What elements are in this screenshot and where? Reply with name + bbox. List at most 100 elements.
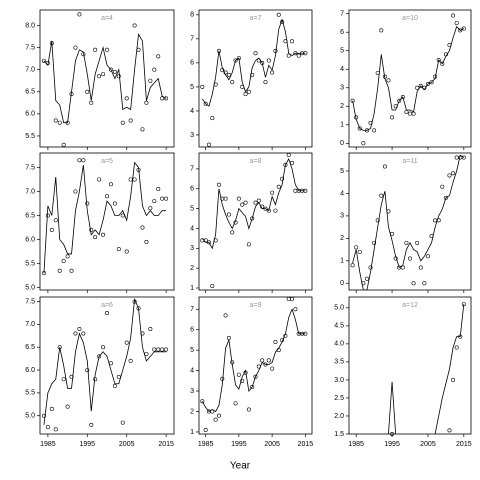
point [81,158,86,163]
point [357,126,362,131]
point [41,58,46,63]
point [256,364,261,369]
point [411,281,416,286]
y-tick-label: 1 [190,285,194,292]
point [390,431,395,436]
point [53,218,58,223]
point [425,82,430,87]
y-tick-label: 5.5 [25,260,35,267]
point [273,208,278,213]
point [116,247,121,252]
panel: a=4 5.5 6.0 6.5 7.0 7.5 8.0 [25,9,175,150]
point [101,72,106,77]
y-tick-label: 4.0 [334,341,344,348]
point [148,206,153,211]
point [156,187,161,192]
point [240,378,245,383]
point [283,333,288,338]
point [400,95,405,100]
point [89,227,94,232]
point [240,84,245,89]
point [61,142,66,147]
y-tick-label: 0 [340,140,344,147]
point [73,331,78,336]
point [411,111,416,116]
y-tick-label: 7.5 [25,164,35,171]
x-tick-label: 1995 [80,441,96,448]
point [233,220,238,225]
point [276,184,281,189]
point [230,230,235,235]
point [61,259,66,264]
point [112,69,117,74]
panel-title: a=6 [101,302,113,309]
point [160,196,165,201]
y-tick-label: 4 [340,190,344,197]
point [57,345,62,350]
point [93,47,98,52]
point [280,20,285,25]
point [93,235,98,240]
point [422,281,427,286]
point [246,89,251,94]
y-tick-label: 7 [190,36,194,43]
plot-frame [198,9,313,148]
y-tick-label: 2 [340,103,344,110]
point [128,118,133,123]
point [236,196,241,201]
y-tick-label: 6 [340,29,344,36]
point [144,239,149,244]
y-tick-label: 3 [340,85,344,92]
y-tick-label: 2 [190,265,194,272]
point [203,101,208,106]
point [418,265,423,270]
point [203,427,208,432]
y-tick-label: 4.5 [334,323,344,330]
point [97,354,102,359]
point [77,12,82,17]
point [203,238,208,243]
y-tick-label: 7.5 [25,44,35,51]
y-tick-label: 7.0 [25,67,35,74]
y-tick-label: 7.0 [25,321,35,328]
point [270,366,275,371]
point [220,68,225,73]
point [303,51,308,56]
plot-frame [348,296,472,435]
point [206,240,211,245]
y-tick-label: 5 [190,347,194,354]
point [443,52,448,57]
point [429,80,434,85]
point [45,61,50,66]
point [379,193,384,198]
point [429,234,434,239]
y-tick-label: 8 [190,12,194,19]
y-tick-label: 6 [190,186,194,193]
point [415,85,420,90]
point [293,188,298,193]
point [136,306,141,311]
point [136,47,141,52]
point [77,326,82,331]
y-tick-label: 7.0 [25,188,35,195]
point [361,281,366,286]
point [382,164,387,169]
point [243,370,248,375]
point [105,310,110,315]
point [69,91,74,96]
point [112,201,117,206]
x-tick-label: 2005 [420,441,436,448]
y-tick-label: 6.5 [25,344,35,351]
x-tick-label: 1995 [384,441,400,448]
point [124,96,129,101]
point [447,43,452,48]
y-tick-label: 5 [190,205,194,212]
point [216,48,221,53]
y-tick-label: 4 [190,225,194,232]
point [148,78,153,83]
point [263,206,268,211]
point [447,428,452,433]
y-tick-label: 5.5 [25,390,35,397]
point [458,28,463,33]
point [45,213,50,218]
